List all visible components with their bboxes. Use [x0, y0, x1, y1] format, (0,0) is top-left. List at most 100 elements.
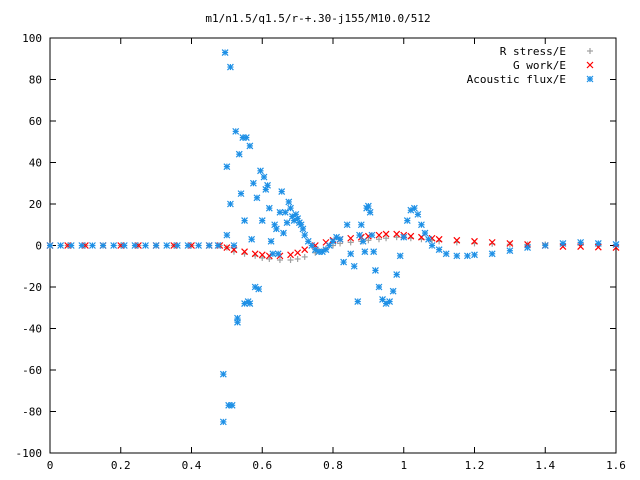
data-point: [246, 300, 254, 308]
data-point: [336, 235, 344, 243]
data-point: [294, 249, 302, 257]
data-point: [393, 271, 401, 278]
x-tick-label: 1.2: [465, 459, 485, 472]
data-point: [464, 252, 471, 260]
data-point: [251, 283, 259, 291]
data-point: [347, 250, 355, 258]
data-point: [241, 248, 248, 256]
y-tick-label: -60: [22, 364, 42, 377]
data-point: [226, 200, 234, 208]
legend-label: R stress/E: [500, 45, 566, 58]
data-point: [418, 221, 425, 229]
data-point: [46, 242, 54, 249]
data-point: [612, 244, 620, 251]
x-tick-label: 0.4: [182, 459, 202, 472]
data-point: [281, 208, 289, 216]
data-point: [223, 231, 231, 239]
data-point: [524, 241, 531, 248]
data-point: [403, 217, 411, 225]
data-point: [368, 231, 376, 239]
data-point: [232, 127, 240, 135]
data-point: [228, 401, 236, 409]
data-point: [259, 254, 266, 261]
data-point: [235, 150, 243, 158]
data-point: [382, 230, 390, 238]
data-point: [266, 255, 273, 262]
x-tick-label: 0.8: [323, 459, 343, 472]
data-point: [594, 240, 602, 247]
x-tick-label: 1.6: [606, 459, 626, 472]
data-point: [251, 250, 259, 258]
data-point: [453, 252, 461, 260]
legend-marker: [586, 61, 594, 69]
data-point: [340, 258, 348, 266]
data-point: [258, 217, 266, 225]
data-point: [407, 232, 415, 240]
data-point: [234, 318, 241, 326]
data-point: [57, 242, 65, 249]
data-point: [260, 173, 268, 181]
data-point: [375, 236, 382, 243]
x-tick-label: 0.2: [111, 459, 131, 472]
data-point: [366, 208, 374, 216]
data-point: [375, 283, 383, 291]
data-point: [205, 242, 213, 249]
y-tick-label: -20: [22, 281, 42, 294]
data-point: [414, 210, 422, 218]
data-point: [359, 237, 367, 245]
data-point: [242, 134, 250, 142]
data-point: [421, 229, 429, 237]
series-2: [46, 49, 620, 426]
data-point: [152, 242, 160, 249]
y-tick-label: -100: [16, 447, 43, 460]
data-point: [142, 242, 149, 249]
data-point: [372, 266, 379, 274]
y-tick-label: 0: [35, 240, 42, 253]
data-point: [453, 236, 461, 244]
data-point: [370, 248, 378, 256]
data-point: [276, 257, 283, 264]
data-point: [120, 242, 128, 249]
data-point: [264, 181, 271, 189]
data-point: [347, 239, 354, 246]
data-point: [214, 242, 222, 249]
chart-title: m1/n1.5/q1.5/r-+.30-j155/M10.0/512: [205, 12, 430, 25]
data-point: [287, 204, 294, 212]
legend-marker: [587, 48, 593, 54]
data-point: [278, 188, 286, 195]
data-point: [246, 142, 254, 150]
y-tick-label: 60: [29, 115, 42, 128]
data-point: [287, 257, 294, 264]
data-point: [435, 235, 443, 243]
data-point: [89, 242, 96, 249]
data-point: [78, 242, 86, 249]
data-point: [219, 370, 227, 378]
data-point: [272, 225, 280, 233]
y-tick-label: 80: [29, 74, 42, 87]
data-point: [506, 240, 514, 247]
data-point: [612, 241, 620, 248]
data-point: [258, 251, 266, 259]
data-point: [237, 190, 245, 198]
data-point: [184, 242, 192, 249]
data-point: [173, 242, 181, 249]
data-point: [364, 202, 372, 210]
data-point: [223, 163, 231, 171]
data-point: [393, 230, 401, 238]
y-tick-label: -40: [22, 323, 42, 336]
data-point: [294, 255, 301, 262]
legend-marker: [586, 75, 594, 83]
data-point: [365, 237, 372, 244]
data-point: [276, 208, 284, 216]
data-point: [283, 219, 291, 227]
data-point: [226, 63, 234, 71]
data-point: [410, 204, 418, 212]
data-point: [396, 252, 404, 260]
data-point: [357, 221, 365, 229]
data-point: [280, 229, 287, 237]
data-point: [255, 285, 263, 293]
data-point: [219, 418, 227, 426]
data-point: [488, 250, 496, 258]
data-point: [361, 248, 369, 256]
